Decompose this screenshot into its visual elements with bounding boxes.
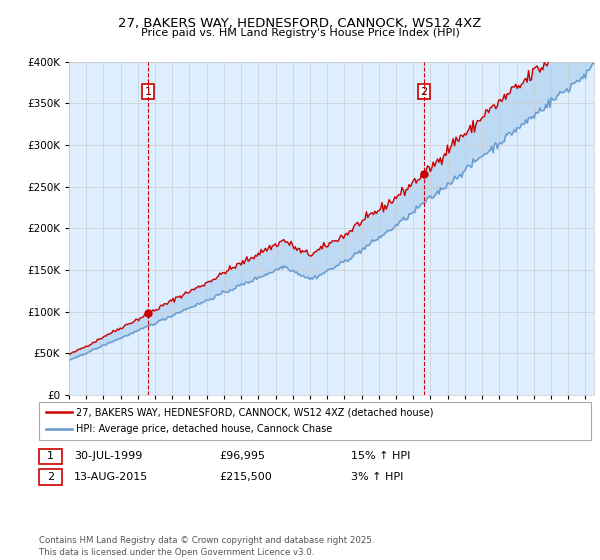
Text: £215,500: £215,500 <box>219 472 272 482</box>
Text: Price paid vs. HM Land Registry's House Price Index (HPI): Price paid vs. HM Land Registry's House … <box>140 28 460 38</box>
Text: HPI: Average price, detached house, Cannock Chase: HPI: Average price, detached house, Cann… <box>76 424 332 434</box>
Text: 2: 2 <box>421 87 427 96</box>
Text: 2: 2 <box>47 472 54 482</box>
Text: 1: 1 <box>47 451 54 461</box>
Text: 13-AUG-2015: 13-AUG-2015 <box>74 472 148 482</box>
Text: 30-JUL-1999: 30-JUL-1999 <box>74 451 142 461</box>
Text: 15% ↑ HPI: 15% ↑ HPI <box>351 451 410 461</box>
Text: 27, BAKERS WAY, HEDNESFORD, CANNOCK, WS12 4XZ (detached house): 27, BAKERS WAY, HEDNESFORD, CANNOCK, WS1… <box>76 407 434 417</box>
Text: Contains HM Land Registry data © Crown copyright and database right 2025.
This d: Contains HM Land Registry data © Crown c… <box>39 536 374 557</box>
Text: 3% ↑ HPI: 3% ↑ HPI <box>351 472 403 482</box>
Text: 1: 1 <box>145 87 151 96</box>
Text: 27, BAKERS WAY, HEDNESFORD, CANNOCK, WS12 4XZ: 27, BAKERS WAY, HEDNESFORD, CANNOCK, WS1… <box>118 17 482 30</box>
Text: £96,995: £96,995 <box>219 451 265 461</box>
